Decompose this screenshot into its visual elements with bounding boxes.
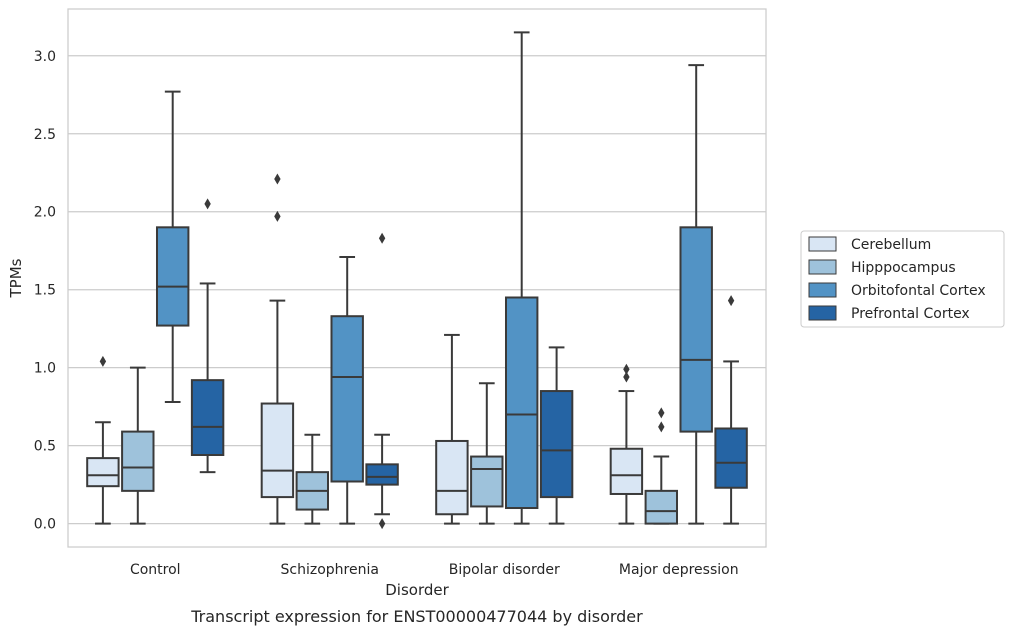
legend-label: Prefrontal Cortex (851, 306, 970, 322)
box-group (155, 90, 190, 403)
box (435, 439, 469, 516)
box (504, 296, 539, 510)
y-tick-label: 1.0 (34, 361, 56, 377)
x-tick-label: Control (130, 562, 181, 578)
box-group (470, 382, 504, 525)
outlier-point (99, 355, 107, 367)
box (644, 489, 679, 525)
box (260, 402, 295, 499)
box-group (260, 173, 295, 525)
y-tick-label: 0.0 (34, 517, 56, 533)
y-tick-label: 2.0 (34, 205, 56, 221)
x-axis-title: Disorder (385, 581, 449, 599)
box-group (714, 295, 748, 525)
box (679, 226, 713, 433)
legend-frame (800, 230, 1005, 328)
outlier-point (658, 407, 665, 419)
box (330, 315, 364, 483)
y-tick-label: 3.0 (34, 49, 56, 65)
y-tick-labels: 0.0 0.5 1.0 1.5 2.0 2.5 3.0 (34, 49, 56, 533)
legend-swatch (808, 305, 837, 321)
outlier-point (658, 421, 665, 433)
box-group (679, 64, 713, 525)
legend-label: Cerebellum (851, 237, 931, 253)
box-group (190, 198, 225, 474)
legend-label: Orbitofontal Cortex (851, 283, 986, 299)
x-tick-label: Bipolar disorder (449, 562, 560, 578)
outlier-point (274, 210, 281, 222)
outlier-point (204, 198, 211, 210)
outlier-point (623, 371, 630, 383)
y-tick-label: 0.5 (34, 439, 56, 455)
legend-swatch (808, 259, 837, 275)
box-group (295, 433, 330, 525)
box-groups (86, 31, 748, 530)
box-group (435, 333, 469, 525)
box-group (644, 407, 679, 525)
box-group (365, 232, 399, 530)
outlier-point (378, 518, 386, 530)
box (190, 379, 225, 456)
x-tick-labels: Control Schizophrenia Bipolar disorder Majo… (130, 562, 739, 578)
outlier-point (727, 295, 735, 307)
legend-swatch (808, 282, 837, 298)
x-tick-label: Schizophrenia (281, 562, 379, 578)
x-tick-label: Major depression (619, 562, 739, 578)
box-group (330, 255, 364, 525)
box (86, 457, 120, 488)
legend-label: Hipppocampus (851, 260, 956, 276)
y-tick-label: 2.5 (34, 127, 56, 143)
box (714, 427, 748, 489)
box-group (121, 366, 155, 525)
outlier-point (274, 173, 281, 185)
outlier-point (378, 232, 386, 244)
box (470, 455, 504, 508)
box-group (539, 346, 574, 525)
plot-frame (67, 8, 767, 548)
legend-swatch (808, 236, 837, 252)
y-tick-label: 1.5 (34, 283, 56, 299)
box (155, 226, 190, 327)
outlier-point (623, 363, 630, 375)
chart-caption: Transcript expression for ENST0000047704… (190, 607, 643, 626)
box-group (609, 363, 644, 525)
box (365, 463, 399, 486)
box (539, 390, 574, 499)
box-group (504, 31, 539, 525)
legend: Cerebellum Hipppocampus Orbitofontal Corte… (800, 230, 1005, 328)
y-axis-title: TPMs (7, 258, 25, 298)
box-group (86, 355, 120, 525)
box (121, 430, 155, 492)
box (609, 447, 644, 495)
